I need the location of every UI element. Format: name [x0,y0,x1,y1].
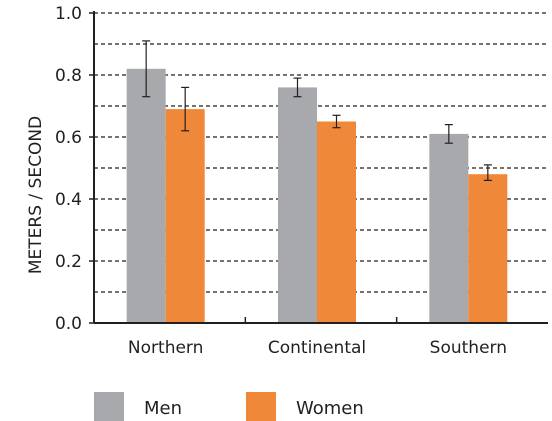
bar-men-northern [126,68,166,323]
error-bar-women-continental [332,114,341,129]
x-tick-labels: Northern Continental Southern [128,317,507,358]
y-tick-label-1: 0.2 [55,252,82,272]
y-tick-label-3: 0.6 [55,128,82,148]
error-bar-men-northern [142,40,151,98]
x-tick-label-1: Continental [268,338,366,358]
axes [93,11,548,324]
y-tick-label-2: 0.4 [55,190,82,210]
legend-label-women: Women [296,398,364,419]
error-bar-men-southern [444,123,453,144]
error-bars [142,40,492,181]
error-bar-women-southern [483,164,492,181]
y-tick-labels: 0.0 0.2 0.4 0.6 0.8 1.0 [55,4,94,334]
legend-label-men: Men [144,398,182,419]
bars [126,68,508,324]
bar-women-continental [317,121,356,323]
legend-item-women: Women [246,392,364,421]
error-bar-men-continental [293,77,302,98]
bar-men-continental [278,87,317,324]
x-tick-label-0: Northern [128,338,203,358]
legend-swatch-women [246,392,276,421]
bar-women-southern [468,174,508,323]
y-axis-title: METERS / SECOND [26,116,46,274]
legend-item-men: Men [94,392,182,421]
y-tick-label-0: 0.0 [55,314,82,334]
bar-women-northern [165,109,205,323]
error-bar-women-northern [181,86,190,132]
legend: Men Women [94,392,364,421]
x-tick-label-2: Southern [430,338,507,358]
bar-men-southern [429,133,469,323]
legend-swatch-men [94,392,124,421]
y-tick-label-4: 0.8 [55,66,82,86]
y-tick-label-5: 1.0 [55,4,82,24]
